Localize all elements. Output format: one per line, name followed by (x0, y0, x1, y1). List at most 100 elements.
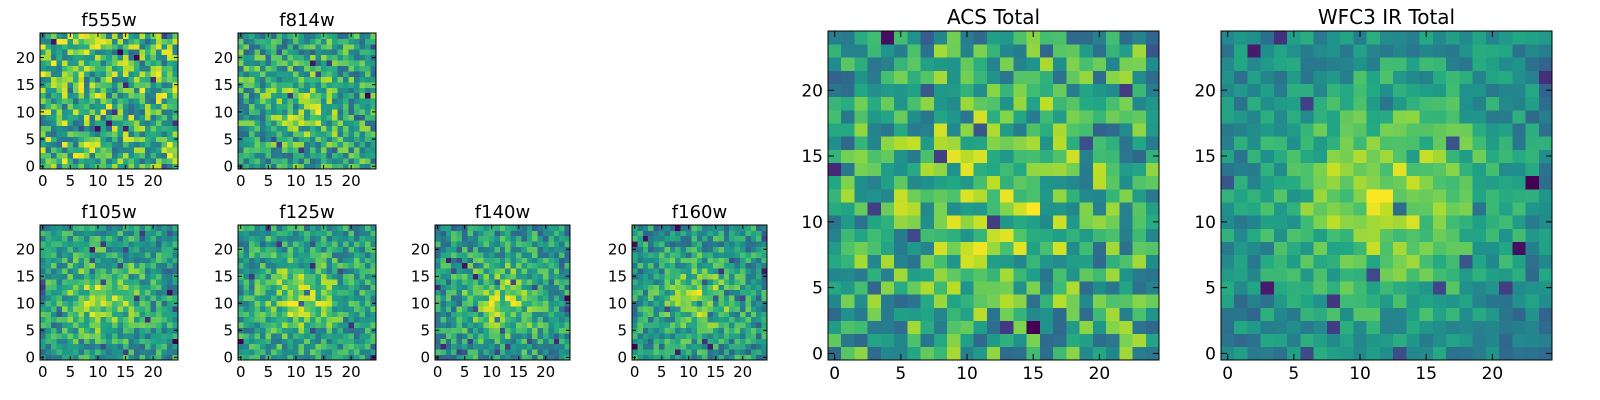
heatmap-cell (537, 241, 544, 247)
heatmap-cell (1039, 70, 1054, 85)
heatmap-cell (642, 262, 649, 269)
heatmap-cell (161, 241, 168, 247)
heatmap-cell (326, 241, 333, 247)
heatmap-cell (67, 92, 74, 99)
heatmap-cell (370, 279, 377, 285)
heatmap-cell (456, 252, 463, 258)
heatmap-cell (1066, 188, 1080, 203)
heatmap-cell (553, 289, 560, 296)
heatmap-cell (521, 279, 528, 285)
heatmap-cell (309, 284, 316, 291)
heatmap-cell (1079, 123, 1094, 137)
heatmap-cell (1221, 228, 1235, 242)
heatmap-cell (282, 295, 289, 301)
heatmap-cell (1326, 228, 1341, 242)
heatmap-cell (632, 316, 638, 323)
heatmap-cell (548, 289, 555, 296)
heatmap-cell (1353, 228, 1368, 242)
heatmap-cell (155, 235, 162, 242)
heatmap-cell (532, 273, 538, 280)
heatmap-cell (51, 289, 57, 296)
heatmap-cell (1499, 215, 1513, 229)
heatmap-cell (691, 284, 698, 291)
heatmap-cell (254, 230, 261, 237)
heatmap-cell (260, 76, 266, 83)
heatmap-cell (150, 235, 157, 242)
heatmap-cell (331, 343, 338, 350)
heatmap-cell (166, 235, 173, 242)
heatmap-cell (95, 76, 102, 83)
heatmap-cell (40, 114, 46, 121)
heatmap-cell (139, 71, 146, 77)
heatmap-cell (353, 76, 360, 83)
heatmap-cell (56, 316, 63, 323)
heatmap-cell (84, 284, 91, 291)
heatmap-cell (960, 162, 975, 177)
heatmap-cell (478, 235, 484, 242)
heatmap-cell (62, 163, 68, 170)
heatmap-cell (1472, 254, 1487, 269)
heatmap-cell (243, 338, 250, 345)
heatmap-cell (1472, 175, 1487, 190)
heatmap-cell (100, 92, 107, 99)
heatmap-cell (78, 235, 85, 242)
heatmap-cell (315, 98, 322, 105)
heatmap-cell (553, 257, 560, 264)
heatmap-cell (960, 281, 975, 295)
heatmap-cell (456, 354, 463, 361)
heatmap-cell (111, 60, 118, 67)
heatmap-cell (315, 76, 322, 83)
heatmap-cell (1260, 307, 1275, 321)
heatmap-cell (73, 268, 80, 274)
heatmap-cell (287, 147, 294, 154)
heatmap-cell (680, 354, 687, 361)
heatmap-cell (494, 225, 501, 231)
heatmap-cell (828, 96, 842, 111)
heatmap-cell (740, 257, 746, 264)
heatmap-cell (331, 273, 338, 280)
heatmap-cell (249, 311, 255, 318)
heatmap-cell (483, 338, 490, 345)
heatmap-cell (537, 338, 544, 345)
heatmap-cell (89, 252, 96, 258)
heatmap-cell (521, 354, 528, 361)
heatmap-cell (348, 65, 355, 72)
heatmap-cell (548, 235, 555, 242)
heatmap-cell (309, 300, 316, 307)
heatmap-cell (907, 109, 922, 124)
heatmap-cell (675, 241, 681, 247)
heatmap-cell (155, 49, 162, 56)
heatmap-cell (67, 279, 74, 285)
heatmap-cell (84, 71, 91, 77)
heatmap-cell (56, 49, 63, 56)
heatmap-cell (451, 289, 457, 296)
heatmap-cell (45, 103, 52, 110)
heatmap-cell (1092, 267, 1107, 282)
heatmap-cell (45, 147, 52, 154)
heatmap-cell (67, 81, 74, 88)
heatmap-cell (106, 60, 113, 67)
heatmap-cell (298, 60, 305, 67)
heatmap-cell (249, 327, 255, 334)
heatmap-cell (696, 316, 703, 323)
heatmap-cell (315, 273, 322, 280)
heatmap-cell (155, 295, 162, 301)
heatmap-cell (713, 322, 719, 328)
heatmap-cell (51, 322, 57, 328)
heatmap-cell (106, 71, 113, 77)
heatmap-cell (537, 295, 544, 301)
heatmap-cell (249, 316, 255, 323)
heatmap-cell (734, 338, 741, 345)
heatmap-cell (894, 149, 908, 163)
heatmap-cell (331, 60, 338, 67)
heatmap-cell (1393, 215, 1407, 229)
heatmap-cell (370, 349, 377, 355)
heatmap-cell (1053, 215, 1067, 229)
heatmap-cell (740, 279, 746, 285)
heatmap-cell (320, 152, 327, 159)
heatmap-cell (106, 163, 113, 170)
heatmap-cell (1145, 175, 1160, 190)
heatmap-cell (309, 33, 316, 39)
heatmap-cell (320, 246, 327, 253)
